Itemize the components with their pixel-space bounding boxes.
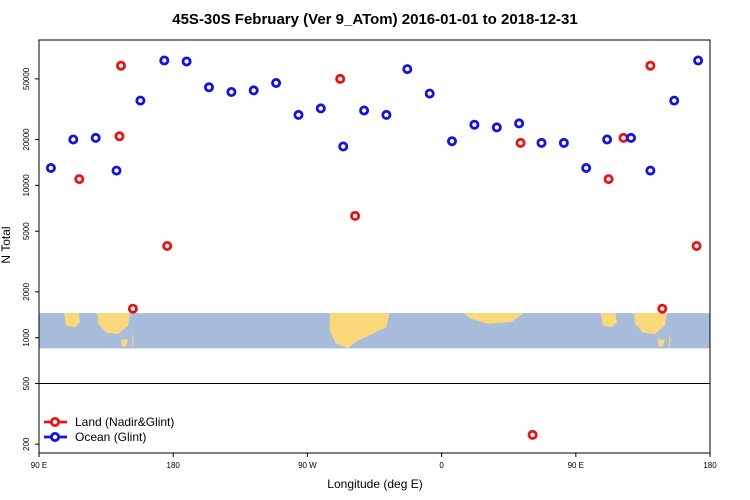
land-point <box>515 137 526 148</box>
ocean-point <box>669 95 680 106</box>
y-tick-label: 10000 <box>22 174 31 197</box>
legend-label: Land (Nadir&Glint) <box>75 415 174 429</box>
legend: Land (Nadir&Glint)Ocean (Glint) <box>44 415 174 444</box>
ocean-point <box>491 122 502 133</box>
plot-frame <box>38 39 711 454</box>
ocean-point <box>359 105 370 116</box>
ocean-point <box>469 119 480 130</box>
y-tick-label: 20000 <box>22 128 31 151</box>
y-tick-label: 50000 <box>22 67 31 90</box>
ocean-point <box>293 109 304 120</box>
legend-label: Ocean (Glint) <box>75 430 146 444</box>
land-point <box>350 210 361 221</box>
x-tick-label: 0 <box>439 461 444 470</box>
ocean-point <box>446 136 457 147</box>
land-point <box>74 174 85 185</box>
australia-land <box>64 313 81 328</box>
ocean-point <box>424 88 435 99</box>
ocean-point <box>111 165 122 176</box>
ocean-point <box>626 132 637 143</box>
x-tick-label: 180 <box>703 461 717 470</box>
ocean-point <box>271 78 282 89</box>
ocean-point <box>181 56 192 67</box>
x-tick-label: 90 W <box>298 461 317 470</box>
ocean-point <box>693 55 704 66</box>
ocean-point <box>203 82 214 93</box>
land-point <box>691 240 702 251</box>
x-tick-label: 90 E <box>31 461 47 470</box>
ocean-point <box>338 141 349 152</box>
land-point <box>527 429 538 440</box>
land-point <box>116 60 127 71</box>
land-point <box>603 174 614 185</box>
ocean-point <box>381 109 392 120</box>
ocean-point <box>581 162 592 173</box>
ocean-point <box>226 87 237 98</box>
data-points <box>45 55 704 440</box>
x-axis-label: Longitude (deg E) <box>327 477 422 491</box>
land-point <box>114 131 125 142</box>
ocean-point <box>402 64 413 75</box>
ocean-point <box>90 132 101 143</box>
africa-land <box>464 313 524 324</box>
australia-land <box>97 313 130 335</box>
land-point <box>335 73 346 84</box>
tasmania-land <box>657 339 665 347</box>
ocean-point <box>68 134 79 145</box>
australia-land <box>634 313 667 335</box>
ocean-point <box>514 118 525 129</box>
x-tick-label: 90 E <box>568 461 584 470</box>
axes: 90 E 180 90 W 0 90 E 180 200 500 1000 2000 5000 100… <box>22 67 717 470</box>
y-tick-label: 1000 <box>22 328 31 346</box>
ocean-point <box>248 85 259 96</box>
legend-marker <box>50 416 61 427</box>
ocean-point <box>159 55 170 66</box>
ocean-point <box>536 137 547 148</box>
ocean-point <box>645 165 656 176</box>
tasmania-land <box>121 339 129 347</box>
ocean-point <box>315 103 326 114</box>
ocean-point <box>602 134 613 145</box>
ocean-point <box>45 162 56 173</box>
legend-marker <box>50 431 61 442</box>
chart-title: 45S-30S February (Ver 9_ATom) 2016-01-01… <box>172 11 577 28</box>
x-tick-label: 180 <box>167 461 181 470</box>
land-point <box>127 303 138 314</box>
y-tick-label: 500 <box>22 376 31 390</box>
y-tick-label: 5000 <box>22 222 31 240</box>
ocean-point <box>558 137 569 148</box>
australia-land <box>600 313 617 328</box>
y-tick-label: 2000 <box>22 282 31 300</box>
south-america-land <box>329 313 390 349</box>
land-point <box>645 60 656 71</box>
y-tick-label: 200 <box>22 437 31 451</box>
y-axis-label: N Total <box>0 226 13 263</box>
land-point <box>657 303 668 314</box>
new-zealand-land <box>132 332 134 349</box>
new-zealand-land <box>668 332 671 349</box>
ocean-point <box>135 95 146 106</box>
world-map-band <box>39 313 710 349</box>
land-point <box>162 240 173 251</box>
